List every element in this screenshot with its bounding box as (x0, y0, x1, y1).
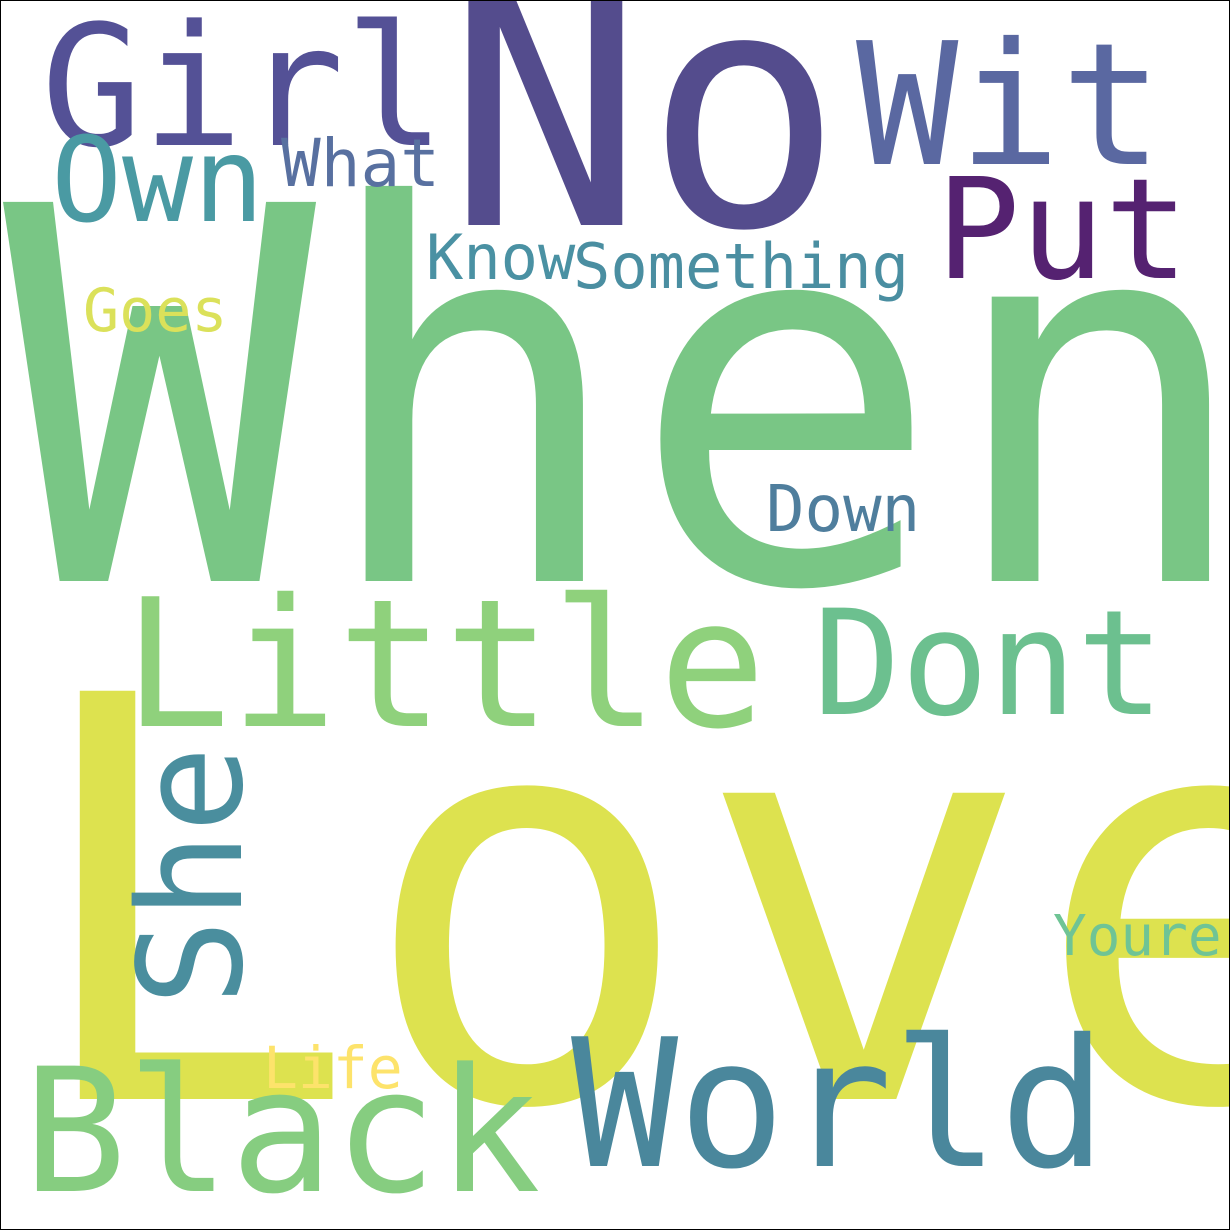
word-girl: Girl (41, 0, 446, 185)
word-something: Something (573, 230, 909, 303)
word-own: Own (51, 111, 265, 249)
word-put: Put (936, 149, 1189, 312)
word-when: When (3, 98, 1230, 704)
word-no: No (446, 0, 844, 303)
word-little: Little (123, 561, 766, 768)
word-wit: Wit (856, 7, 1164, 205)
word-love: Love (21, 580, 1229, 1230)
word-down: Down (766, 473, 921, 547)
word-black: Black (23, 1031, 541, 1230)
word-goes: Goes (83, 276, 228, 346)
word-youre: Youre (1053, 904, 1222, 969)
word-life: Life (263, 1034, 403, 1102)
word-she: She (107, 745, 275, 1006)
word-dont: Dont (813, 579, 1165, 749)
word-know: Know (426, 221, 576, 294)
word-world: World (571, 1001, 1107, 1208)
word-what: What (281, 125, 440, 202)
